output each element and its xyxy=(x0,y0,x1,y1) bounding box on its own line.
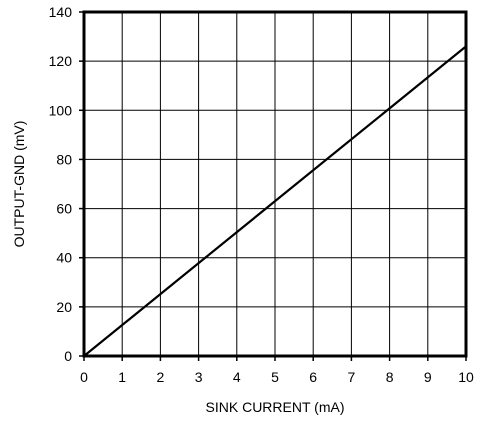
y-tick-label: 60 xyxy=(56,201,72,217)
x-tick-label: 8 xyxy=(386,369,394,385)
grid-lines xyxy=(84,12,466,356)
y-tick-label: 0 xyxy=(64,348,72,364)
y-tick-label: 40 xyxy=(56,250,72,266)
x-tick-label: 9 xyxy=(424,369,432,385)
x-tick-label: 7 xyxy=(348,369,356,385)
tick-marks xyxy=(79,11,467,361)
x-tick-label: 4 xyxy=(233,369,241,385)
y-tick-label: 20 xyxy=(56,299,72,315)
x-tick-label: 10 xyxy=(458,369,474,385)
x-tick-label: 3 xyxy=(195,369,203,385)
y-tick-label: 140 xyxy=(49,4,73,20)
x-tick-labels: 0 1 2 3 4 5 6 7 8 9 10 xyxy=(80,369,474,385)
y-axis-label: OUTPUT-GND (mV) xyxy=(11,121,27,248)
y-tick-label: 100 xyxy=(49,102,73,118)
y-tick-labels: 0 20 40 60 80 100 120 140 xyxy=(49,4,73,364)
series-line xyxy=(83,45,467,357)
x-tick-label: 1 xyxy=(118,369,126,385)
x-axis-label: SINK CURRENT (mA) xyxy=(206,399,345,415)
x-tick-label: 6 xyxy=(309,369,317,385)
x-tick-label: 2 xyxy=(157,369,165,385)
y-tick-label: 120 xyxy=(49,53,73,69)
series-layer xyxy=(83,45,467,357)
x-tick-label: 5 xyxy=(271,369,279,385)
y-tick-label: 80 xyxy=(56,151,72,167)
x-tick-label: 0 xyxy=(80,369,88,385)
